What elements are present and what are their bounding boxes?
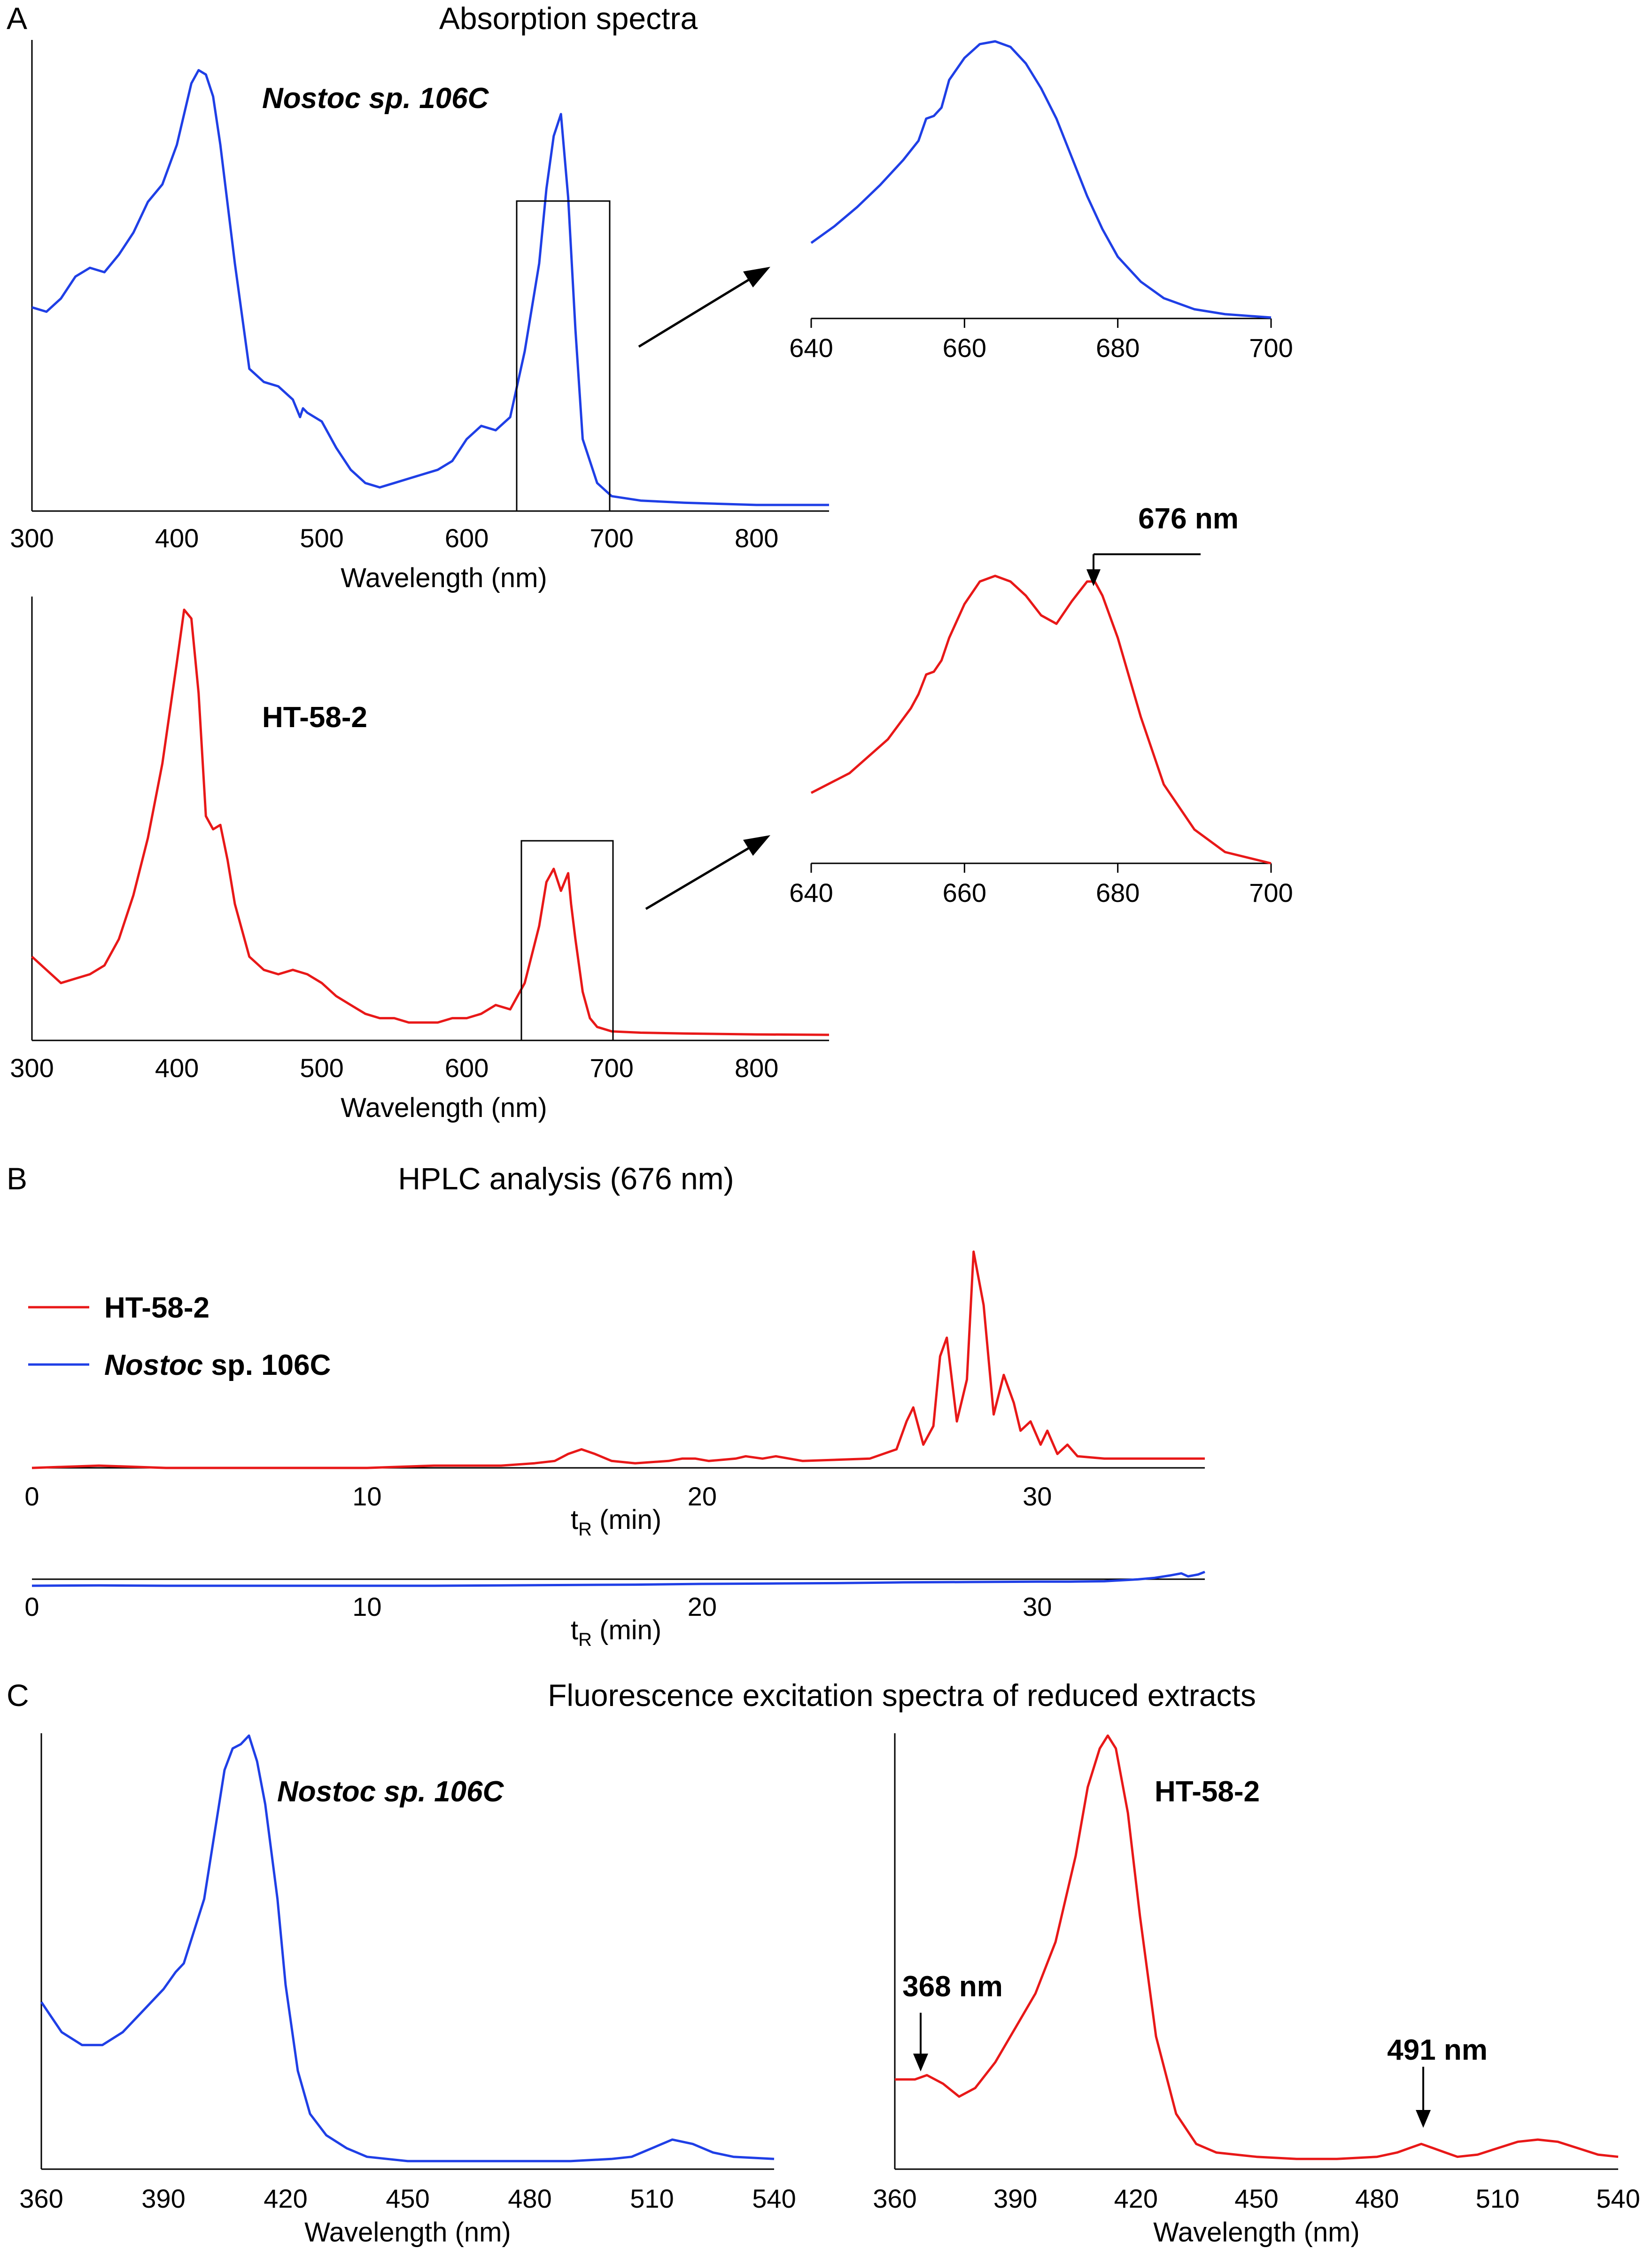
x-tick-label: 600 [445,1053,489,1083]
x-tick-label: 450 [386,2184,429,2213]
panel-label-b: B [7,1161,27,1196]
x-tick-label: 0 [24,1481,39,1511]
title-fluorescence: Fluorescence excitation spectra of reduc… [548,1678,1256,1713]
series-line [810,574,1272,865]
x-tick-label: 540 [752,2184,796,2213]
label-ht-a: HT-58-2 [262,701,367,734]
label-nostoc-c: Nostoc sp. 106C [277,1776,504,1808]
x-tick-label: 700 [1249,333,1293,363]
title-hplc: HPLC analysis (676 nm) [398,1161,734,1196]
chart-b-ht: 0 10 20 30 tR (min) [24,1250,1205,1540]
x-tick-label: 400 [155,523,199,553]
chart-a-nostoc-inset: 640 660 680 700 [789,40,1293,363]
x-tick-label: 400 [155,1053,199,1083]
x-tick-label: 540 [1596,2184,1640,2213]
x-tick-label: 800 [735,1053,778,1083]
series-line [895,1734,1619,2160]
x-axis-label: tR (min) [571,1615,661,1650]
panel-label-c: C [7,1678,29,1713]
series-line [31,1250,1205,1469]
x-tick-label: 480 [1355,2184,1399,2213]
x-tick-label: 10 [352,1592,381,1621]
x-tick-label: 480 [508,2184,551,2213]
chart-a-ht-full: 300 400 500 600 700 800 HT-58-2 Wavelength (n… [10,597,830,1123]
x-tick-label: 680 [1096,878,1140,907]
annotation-676: 676 nm [1086,503,1239,586]
x-tick-label: 700 [1249,878,1293,907]
x-tick-label: 390 [993,2184,1037,2213]
x-tick-label: 10 [352,1481,381,1511]
series-line [31,608,830,1036]
annotation-491-label: 491 nm [1387,2034,1488,2066]
x-tick-label: 390 [141,2184,185,2213]
chart-c-nostoc: 360 390 420 450 480 510 540 Nostoc sp. 106C Wa… [19,1733,796,2248]
x-tick-label: 20 [688,1481,717,1511]
zoom-box [520,840,614,1041]
chart-a-nostoc-full: 300 400 500 600 700 800 Nostoc sp. 106C Wavel… [10,40,829,593]
x-tick-label: 700 [589,523,633,553]
arrow-to-inset-a2 [645,835,770,910]
annotation-491: 491 nm [1387,2034,1488,2128]
label-ht-c: HT-58-2 [1155,1776,1260,1808]
series-line [40,1734,775,2163]
panel-label-a: A [7,1,27,36]
x-tick-label: 300 [10,1053,54,1083]
x-tick-label: 600 [445,523,489,553]
x-tick-label: 450 [1234,2184,1278,2213]
annotation-368-label: 368 nm [902,1970,1003,2003]
x-tick-label: 20 [688,1592,717,1621]
x-tick-label: 800 [735,523,778,553]
x-tick-label: 30 [1023,1481,1052,1511]
x-tick-label: 700 [589,1053,633,1083]
label-nostoc-a: Nostoc sp. 106C [262,82,489,115]
zoom-box [516,200,611,512]
x-tick-label: 0 [24,1592,39,1621]
chart-c-ht: 360 390 420 450 480 510 540 HT-58-2 Wavelength… [873,1733,1640,2248]
x-tick-label: 420 [1114,2184,1158,2213]
chart-b-nostoc: 0 10 20 30 tR (min) [24,1571,1205,1650]
x-axis-label: Wavelength (nm) [1153,2217,1359,2248]
x-tick-label: 640 [789,333,833,363]
x-tick-label: 660 [943,878,986,907]
x-tick-label: 510 [630,2184,674,2213]
x-tick-label: 680 [1096,333,1140,363]
x-axis-label: Wavelength (nm) [304,2217,511,2248]
x-axis-label: Wavelength (nm) [341,1093,547,1123]
chart-a-ht-inset: 640 660 680 700 676 nm [789,503,1293,907]
x-tick-label: 420 [264,2184,307,2213]
legend-hplc: HT-58-2 Nostoc sp. 106C [28,1292,331,1381]
annotation-368: 368 nm [902,1970,1003,2071]
x-tick-label: 500 [300,1053,343,1083]
x-tick-label: 30 [1023,1592,1052,1621]
title-absorption: Absorption spectra [439,1,698,36]
series-line [31,1571,1205,1587]
x-tick-label: 510 [1476,2184,1520,2213]
x-tick-label: 640 [789,878,833,907]
x-tick-label: 360 [19,2184,63,2213]
x-axis-label: Wavelength (nm) [341,563,547,593]
series-line [31,69,829,506]
series-line [810,40,1272,319]
annotation-676-label: 676 nm [1138,503,1239,535]
x-tick-label: 660 [943,333,986,363]
legend-label-nostoc: Nostoc sp. 106C [104,1349,331,1381]
x-axis-label: tR (min) [571,1505,661,1540]
x-tick-label: 500 [300,523,343,553]
x-tick-label: 300 [10,523,54,553]
arrow-to-inset-a1 [638,267,770,348]
legend-label-ht: HT-58-2 [104,1292,209,1324]
x-tick-label: 360 [873,2184,916,2213]
